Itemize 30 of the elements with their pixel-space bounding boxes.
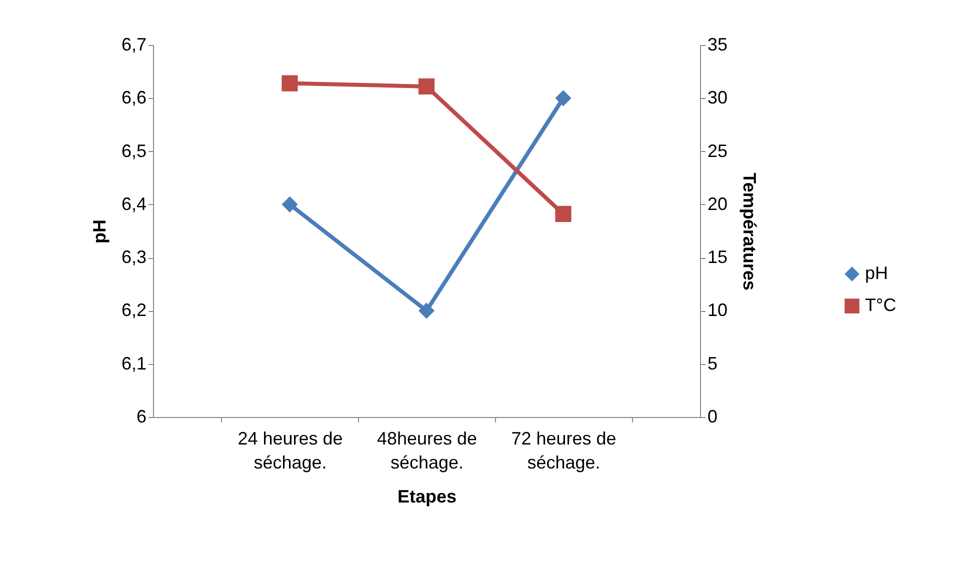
y2-tick-label: 30: [708, 88, 728, 108]
y-axis-title: pH: [89, 220, 110, 244]
y2-axis-title: Températures: [740, 172, 760, 290]
x-tick-label: 72 heures de séchage.: [511, 428, 616, 472]
point: [418, 302, 435, 319]
x-tick-label: 48heures de séchage.: [376, 428, 478, 472]
y2-tick-label: 10: [708, 300, 728, 320]
x-tick-label: 24 heures de séchage.: [238, 428, 343, 472]
x-axis-title: Etapes: [397, 486, 457, 506]
point: [418, 78, 435, 95]
y-tick-label: 6,6: [121, 88, 146, 108]
y-tick-label: 6,7: [121, 34, 146, 54]
legend-label: pH: [865, 263, 888, 283]
point: [555, 206, 572, 222]
y-tick-label: 6,4: [121, 194, 146, 214]
point: [555, 90, 572, 106]
y2-tick-label: 5: [708, 353, 718, 374]
y2-tick-label: 25: [708, 140, 728, 161]
y2-tick-label: 35: [708, 34, 728, 54]
point: [282, 75, 298, 92]
y2-tick-label: 20: [708, 194, 728, 214]
legend-label: T°C: [865, 295, 896, 315]
y-tick-label: 6,2: [121, 300, 146, 320]
y2-tick-label: 15: [708, 247, 728, 268]
y2-tick-label: 0: [708, 406, 718, 426]
point: [282, 196, 298, 212]
y-tick-label: 6,5: [121, 140, 146, 161]
y-tick-label: 6,3: [121, 247, 146, 268]
y-tick-label: 6,1: [121, 353, 146, 374]
y-tick-label: 6: [136, 406, 146, 426]
